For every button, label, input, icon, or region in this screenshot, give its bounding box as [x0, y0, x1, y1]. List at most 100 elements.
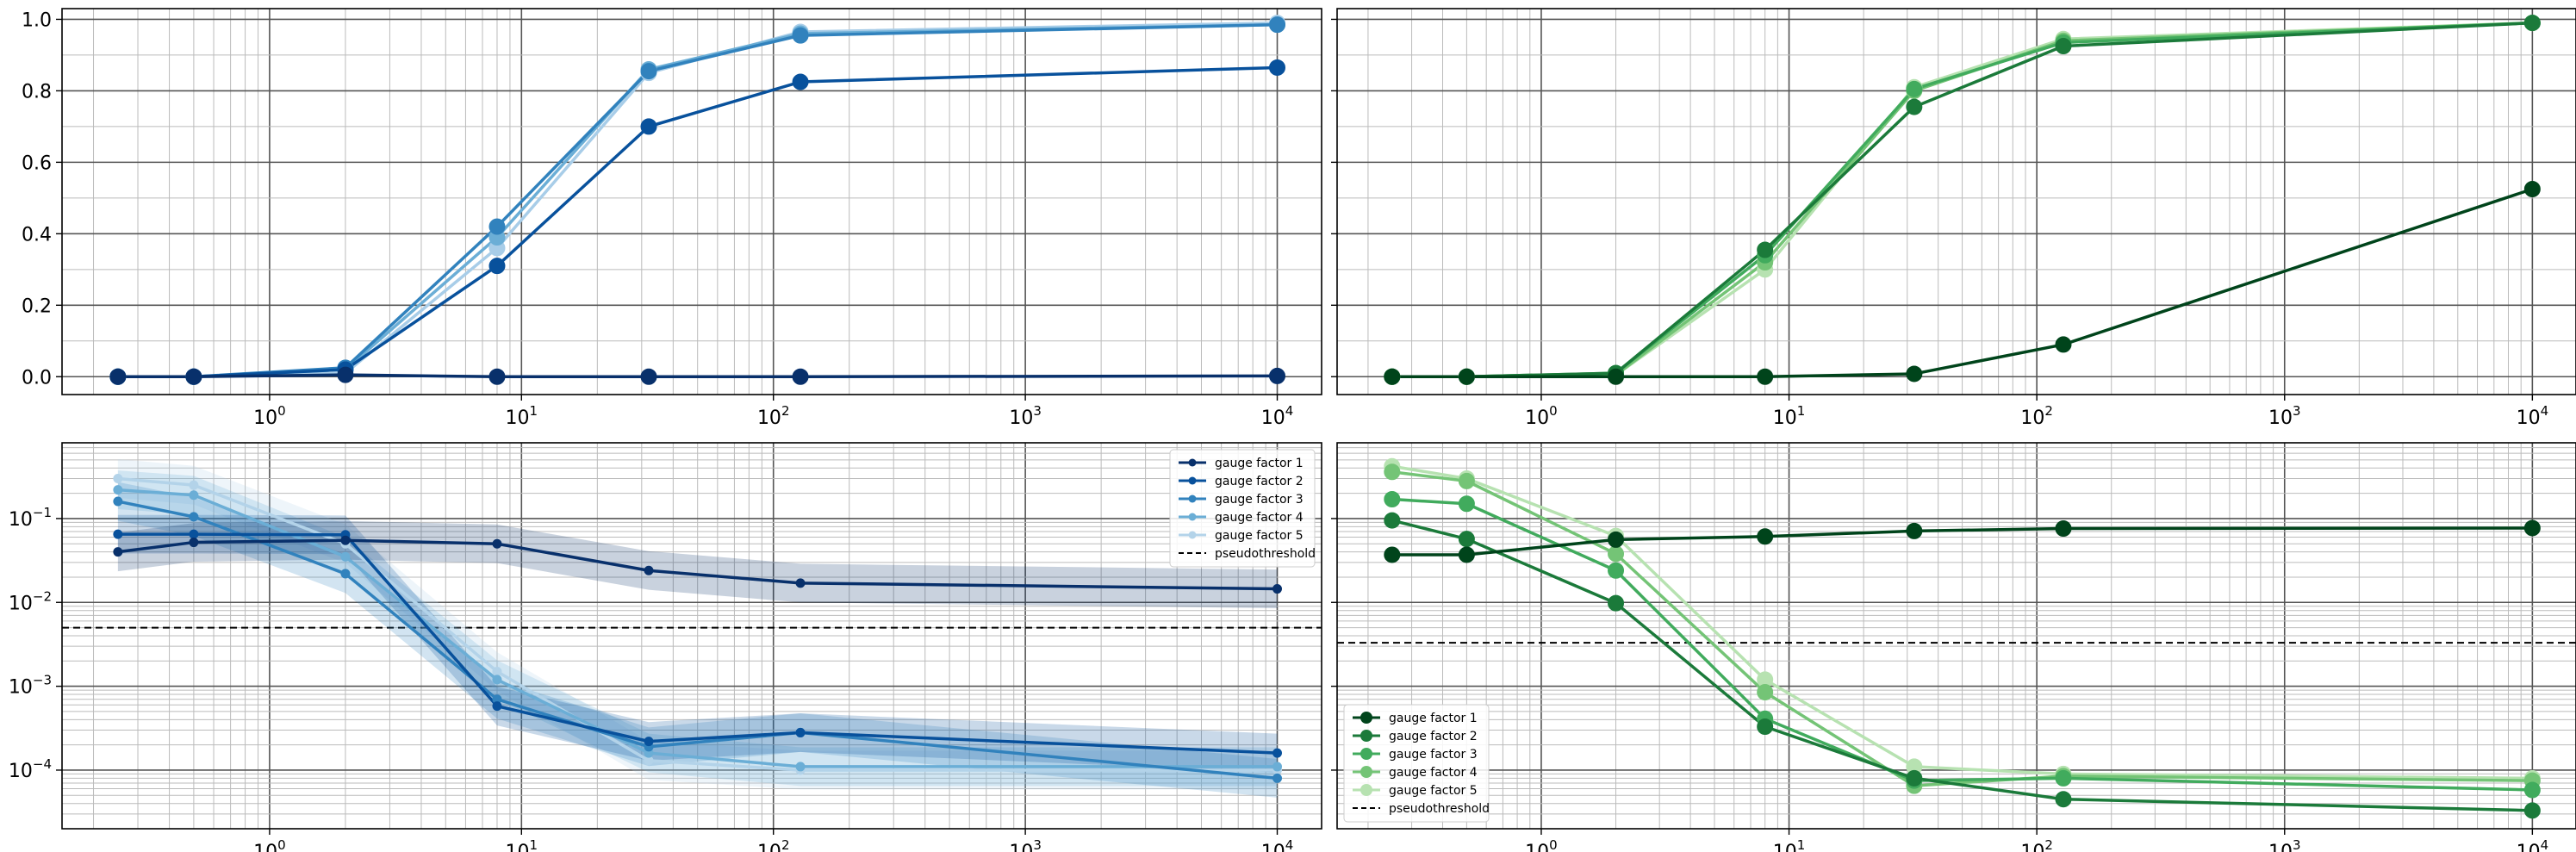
data-point	[1608, 531, 1625, 548]
x-tick-label: 104	[1261, 403, 1294, 429]
legend-item: gauge factor 2	[1353, 730, 1478, 743]
data-point	[340, 551, 351, 562]
x-tick-label: 102	[757, 837, 790, 852]
data-point	[2055, 769, 2072, 787]
legend-item: gauge factor 3	[1353, 748, 1478, 762]
x-tick-label: 104	[2517, 403, 2549, 429]
data-point	[1757, 683, 1774, 700]
data-point	[113, 529, 123, 539]
legend-box	[1169, 449, 1316, 568]
y-tick-label: 10−4	[9, 756, 52, 782]
data-point	[2523, 519, 2541, 537]
x-tick-label: 103	[2268, 837, 2301, 852]
legend-label: gauge factor 5	[1389, 784, 1478, 798]
data-point	[113, 496, 123, 507]
data-point	[644, 565, 654, 575]
data-point	[1458, 368, 1475, 385]
data-point	[1269, 16, 1286, 34]
data-point	[1272, 773, 1283, 783]
legend-item: gauge factor 4	[1179, 511, 1304, 525]
data-point	[492, 701, 502, 712]
legend-item: pseudothreshold	[1179, 547, 1316, 561]
legend-marker	[1188, 494, 1197, 503]
x-tick-label: 100	[253, 403, 286, 429]
x-tick-label: 103	[2268, 403, 2301, 429]
x-tick-label: 101	[506, 837, 538, 852]
legend-label: gauge factor 2	[1389, 730, 1478, 743]
grid-top-right	[1337, 9, 2576, 395]
x-tick-label: 103	[1009, 403, 1042, 429]
x-tick-label: 104	[2517, 837, 2549, 852]
data-point	[189, 529, 199, 539]
data-point	[2523, 15, 2541, 32]
y-tick-label: 0.4	[22, 224, 52, 246]
legend-label: gauge factor 1	[1215, 457, 1304, 470]
data-point	[337, 366, 354, 383]
data-point	[1608, 545, 1625, 563]
legend-box	[1343, 704, 1490, 823]
data-point	[2055, 791, 2072, 808]
legend-item: gauge factor 5	[1353, 784, 1478, 798]
data-point	[1458, 531, 1475, 548]
legend-label: gauge factor 4	[1215, 511, 1304, 525]
x-tick-label: 102	[2020, 403, 2053, 429]
legend-label: gauge factor 3	[1389, 748, 1478, 762]
chart-panel-top-right: 100 101 102 103 104	[1331, 8, 2576, 429]
data-point	[1906, 769, 1923, 787]
data-point	[1458, 495, 1475, 513]
legend-label: gauge factor 5	[1215, 529, 1304, 543]
data-point	[1757, 528, 1774, 545]
legend-bottom-left: gauge factor 1 gauge factor 2 gauge factor…	[1169, 449, 1316, 568]
data-point	[185, 368, 202, 385]
data-point	[1272, 748, 1283, 758]
x-tick-label: 104	[1261, 837, 1294, 852]
x-tick-label: 102	[757, 403, 790, 429]
data-point	[1269, 59, 1286, 76]
x-tick-label: 100	[1525, 403, 1558, 429]
data-point	[113, 547, 123, 557]
data-point	[340, 535, 351, 545]
y-tick-label: 10−2	[9, 588, 52, 614]
plot-area-bottom-left	[113, 459, 1283, 798]
data-point	[792, 73, 809, 90]
y-tick-label: 10−1	[9, 505, 52, 531]
data-point	[1906, 365, 1923, 382]
data-point	[795, 762, 806, 772]
legend-item: gauge factor 1	[1179, 457, 1304, 470]
data-point	[492, 666, 502, 676]
legend-label: gauge factor 2	[1215, 475, 1304, 488]
plot-area-top-left	[109, 15, 1286, 385]
legend-bottom-right: gauge factor 1 gauge factor 2 gauge factor…	[1343, 704, 1490, 823]
legend-marker	[1360, 748, 1372, 760]
data-point	[492, 675, 502, 685]
data-point	[792, 27, 809, 44]
grid-bottom-left	[62, 443, 1322, 829]
chart-panel-top-left: 100 101 102 103 104 0.0 0.2 0.4 0.6 0.8 1.0	[22, 8, 1322, 429]
data-point	[1757, 241, 1774, 258]
axes-frame	[61, 442, 1322, 830]
y-tick-label: 0.8	[22, 81, 52, 103]
data-point	[2523, 802, 2541, 819]
plot-area-bottom-right	[1384, 457, 2541, 819]
data-point	[795, 727, 806, 737]
data-point	[1384, 490, 1401, 507]
data-point	[640, 118, 657, 135]
data-point	[189, 480, 199, 490]
legend-marker	[1360, 766, 1372, 778]
legend-marker	[1360, 712, 1372, 724]
x-tick-label: 103	[1009, 837, 1042, 852]
axes-frame	[1336, 8, 2576, 395]
data-point	[1269, 367, 1286, 384]
x-tick-label: 101	[1773, 403, 1806, 429]
data-point	[1384, 368, 1401, 385]
x-tick-label: 101	[506, 403, 538, 429]
data-point	[488, 258, 506, 275]
legend-item: gauge factor 3	[1179, 493, 1304, 507]
legend-marker	[1188, 513, 1197, 521]
data-point	[1458, 546, 1475, 563]
legend-item: gauge factor 1	[1353, 712, 1478, 725]
data-point	[109, 368, 127, 385]
